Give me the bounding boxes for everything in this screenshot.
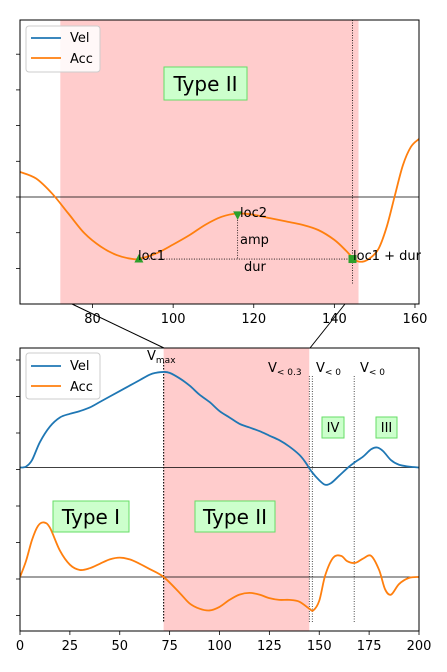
top-panel: 80 100 120 140 160 Type II loc1 loc2 amp dur… bbox=[16, 19, 428, 327]
type2-label: Type II bbox=[202, 505, 267, 529]
bottom-legend-acc-label: Acc bbox=[70, 380, 93, 395]
top-type2-box bbox=[163, 66, 248, 101]
loc1-plus-dur-label: loc1 + dur bbox=[353, 249, 422, 264]
bottom-x-tick-label: 200 bbox=[407, 639, 432, 654]
top-x-tick-label: 160 bbox=[403, 312, 428, 327]
bottom-legend-vel-label: Vel bbox=[70, 359, 90, 374]
top-legend-acc-label: Acc bbox=[70, 52, 93, 67]
bottom-x-tick-label: 75 bbox=[161, 639, 178, 654]
top-axes-frame bbox=[19, 19, 420, 305]
top-acc-series-line bbox=[20, 138, 419, 263]
region-iii-box bbox=[375, 416, 398, 439]
bottom-x-tick-label: 0 bbox=[16, 639, 24, 654]
bottom-x-tick-label: 150 bbox=[307, 639, 332, 654]
bottom-legend: Vel Acc bbox=[25, 352, 101, 400]
type1-label: Type I bbox=[61, 505, 120, 529]
loc1-plus-dur-marker bbox=[348, 255, 357, 264]
loc2-marker bbox=[233, 211, 243, 220]
loc2-label: loc2 bbox=[240, 206, 267, 221]
bottom-x-tick-label: 25 bbox=[62, 639, 79, 654]
region-iv-label: IV bbox=[327, 421, 340, 436]
top-type2-label: Type II bbox=[172, 72, 237, 96]
v-lt-0-label-b: V< 0 bbox=[360, 361, 385, 378]
top-shaded-region bbox=[60, 20, 359, 304]
bottom-panel: 0 25 50 75 100 125 150 175 200 Vmax V< 0.3 V< 0 … bbox=[16, 347, 432, 654]
type2-box bbox=[194, 500, 276, 533]
dur-label: dur bbox=[244, 260, 266, 275]
amp-label: amp bbox=[240, 233, 269, 248]
loc1-label: loc1 bbox=[138, 249, 165, 264]
top-legend: Vel Acc bbox=[25, 25, 101, 73]
v-lt-0-label-a: V< 0 bbox=[316, 361, 341, 378]
bottom-acc-series-line bbox=[20, 521, 419, 612]
bottom-x-tick-label: 175 bbox=[357, 639, 382, 654]
region-iv-box bbox=[321, 416, 345, 439]
bottom-shaded-region bbox=[163, 348, 310, 631]
type1-box bbox=[52, 500, 130, 533]
top-x-tick-label: 120 bbox=[241, 312, 266, 327]
top-x-tick-label: 100 bbox=[161, 312, 186, 327]
v-lt-03-label: V< 0.3 bbox=[268, 361, 302, 378]
zoom-connector-right bbox=[309, 303, 346, 349]
bottom-x-tick-label: 125 bbox=[257, 639, 282, 654]
loc1-marker bbox=[134, 254, 144, 263]
region-iii-label: III bbox=[381, 421, 393, 436]
vmax-label: Vmax bbox=[147, 349, 176, 366]
top-x-tick-label: 140 bbox=[322, 312, 347, 327]
bottom-x-tick-label: 100 bbox=[207, 639, 232, 654]
zoom-connector-left bbox=[71, 303, 165, 349]
top-legend-vel-label: Vel bbox=[70, 31, 90, 46]
bottom-x-tick-label: 50 bbox=[111, 639, 128, 654]
bottom-vel-series-line bbox=[20, 371, 419, 486]
